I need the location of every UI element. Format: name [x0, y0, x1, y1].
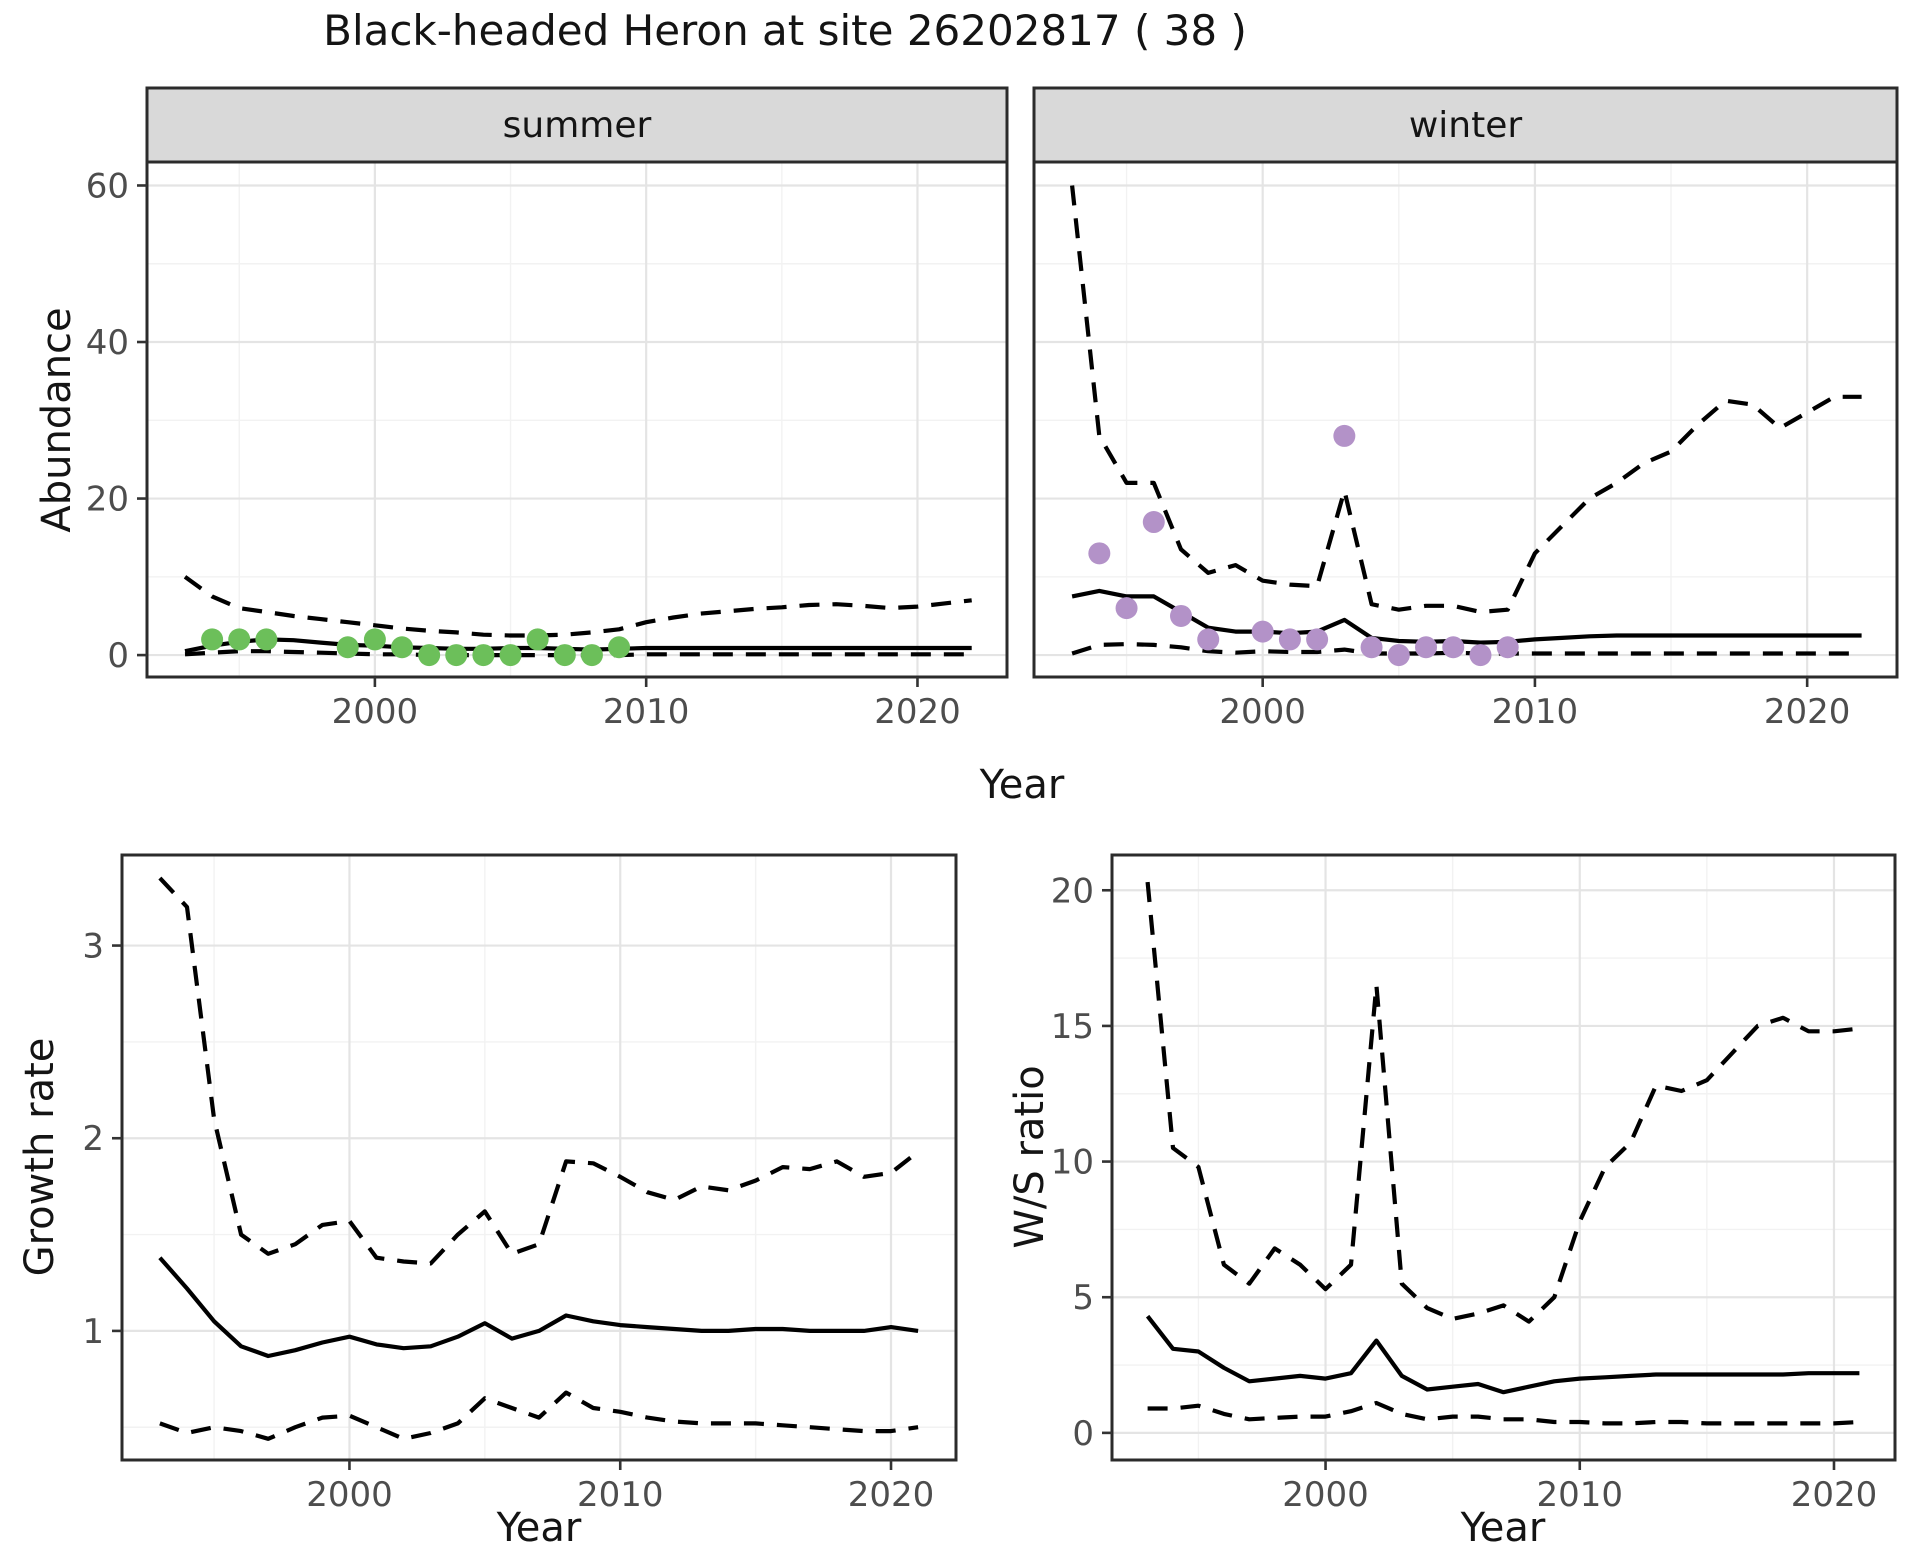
line-median-abundance-summer [184, 637, 972, 654]
line-upper-ci-ws-ratio [1145, 881, 1860, 1324]
svg-text:2020: 2020 [1791, 1475, 1878, 1515]
line-lower-ci-ws-ratio [1147, 1400, 1860, 1426]
plot-title: Black-headed Heron at site 26202817 ( 38… [323, 6, 1247, 55]
svg-text:40: 40 [86, 323, 129, 363]
series-growth-rate [158, 876, 920, 1441]
gridlines-abundance-winter [1034, 162, 1897, 677]
svg-text:2010: 2010 [1492, 692, 1579, 732]
panel-growth-rate: 2000 2010 2020 1 2 3 [82, 853, 958, 1515]
axes-abundance-summer: 2000 2010 2020 0 20 40 60 [86, 166, 961, 732]
gridlines-growth-rate [122, 855, 956, 1460]
svg-text:2010: 2010 [577, 1475, 664, 1515]
svg-text:2000: 2000 [1282, 1475, 1369, 1515]
x-axis-title-year-top: Year [979, 762, 1065, 808]
svg-text:60: 60 [86, 166, 129, 206]
line-median-ws-ratio [1145, 1314, 1860, 1395]
panel-ws-ratio: 2000 2010 2020 0 5 10 15 20 [1051, 853, 1897, 1515]
svg-text:0: 0 [107, 636, 129, 676]
series-abundance-winter [1070, 185, 1862, 667]
strip-box-abundance-winter [1032, 86, 1899, 164]
svg-text:2020: 2020 [848, 1475, 935, 1515]
panel-abundance-winter: 2000 2010 2020 [1032, 86, 1899, 732]
line-median-growth-rate [158, 1256, 919, 1359]
svg-text:2000: 2000 [332, 692, 419, 732]
line-upper-ci-abundance-summer [183, 575, 972, 638]
svg-text:10: 10 [1051, 1143, 1094, 1183]
svg-text:2010: 2010 [603, 692, 690, 732]
line-upper-ci-abundance-winter [1070, 185, 1862, 615]
axes-abundance-winter: 2000 2010 2020 [1219, 677, 1850, 732]
x-axis-title-year-ws: Year [1460, 1505, 1546, 1551]
series-abundance-summer [183, 575, 972, 667]
y-axis-title-abundance: Abundance [34, 307, 80, 533]
svg-text:5: 5 [1072, 1278, 1094, 1318]
y-axis-title-ws-ratio: W/S ratio [1007, 1065, 1053, 1249]
facet-strip-summer: summer [502, 104, 652, 146]
y-axis-title-growth-rate: Growth rate [17, 1037, 63, 1277]
svg-text:20: 20 [1051, 871, 1094, 911]
svg-text:2000: 2000 [1219, 692, 1306, 732]
line-lower-ci-abundance-winter [1071, 642, 1862, 656]
points-observed-counts-summer [201, 628, 631, 667]
line-lower-ci-growth-rate [159, 1390, 919, 1441]
axes-growth-rate: 2000 2010 2020 1 2 3 [82, 927, 934, 1515]
svg-text:15: 15 [1051, 1007, 1094, 1047]
gridlines-ws-ratio [1112, 855, 1895, 1460]
facet-strip-winter: winter [1408, 104, 1523, 146]
svg-text:2000: 2000 [306, 1475, 393, 1515]
svg-text:0: 0 [1072, 1414, 1094, 1454]
svg-text:2020: 2020 [1764, 692, 1851, 732]
points-observed-counts-winter [1088, 424, 1519, 667]
strip-box-abundance-summer [145, 86, 1009, 164]
svg-text:1: 1 [82, 1312, 104, 1352]
svg-text:20: 20 [86, 480, 129, 520]
panel-abundance-summer: 2000 2010 2020 0 20 40 60 [86, 86, 1009, 732]
axes-ws-ratio: 2000 2010 2020 0 5 10 15 20 [1051, 871, 1878, 1515]
series-ws-ratio [1145, 881, 1860, 1426]
svg-text:3: 3 [82, 927, 104, 967]
svg-text:2: 2 [82, 1119, 104, 1159]
x-axis-title-year-growth: Year [496, 1505, 582, 1551]
svg-text:2020: 2020 [874, 692, 961, 732]
svg-text:2010: 2010 [1537, 1475, 1624, 1515]
line-median-abundance-winter [1071, 588, 1862, 645]
